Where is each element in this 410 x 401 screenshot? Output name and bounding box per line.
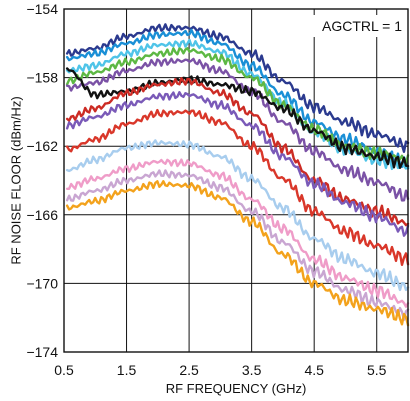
- series-line: [65, 23, 410, 153]
- y-tick-label: −170: [26, 275, 58, 291]
- y-tick-label: −166: [26, 207, 58, 223]
- x-tick-label: 2.5: [179, 362, 199, 378]
- series-layer: [65, 23, 410, 327]
- x-tick-label: 3.5: [242, 362, 262, 378]
- series-line: [65, 169, 410, 321]
- plot-frame: [63, 8, 409, 353]
- series-line: [65, 91, 410, 237]
- annotation-background: [308, 15, 404, 37]
- series-line: [65, 108, 410, 267]
- series-line: [65, 158, 410, 308]
- series-line: [65, 57, 410, 202]
- series-line: [65, 67, 410, 169]
- x-tick-label: 5.5: [367, 362, 387, 378]
- y-tick-label: −174: [26, 344, 58, 360]
- y-tick-labels: −154 −158 −162 −166 −170 −174: [26, 1, 58, 360]
- x-tick-label: 0.5: [54, 362, 74, 378]
- y-tick-label: −154: [26, 1, 58, 17]
- series-line: [65, 28, 410, 170]
- x-tick-label: 1.5: [117, 362, 137, 378]
- x-axis-label: RF FREQUENCY (GHz): [166, 381, 307, 396]
- agctrl-annotation: AGCTRL = 1: [322, 18, 402, 34]
- y-tick-label: −162: [26, 138, 58, 154]
- series-line: [65, 139, 410, 292]
- y-axis-label: RF NOISE FLOOR (dBm/Hz): [8, 96, 23, 264]
- x-tick-labels: 0.5 1.5 2.5 3.5 4.5 5.5: [54, 362, 386, 378]
- x-tick-label: 4.5: [304, 362, 324, 378]
- y-tick-label: −158: [26, 70, 58, 86]
- series-line: [65, 180, 410, 327]
